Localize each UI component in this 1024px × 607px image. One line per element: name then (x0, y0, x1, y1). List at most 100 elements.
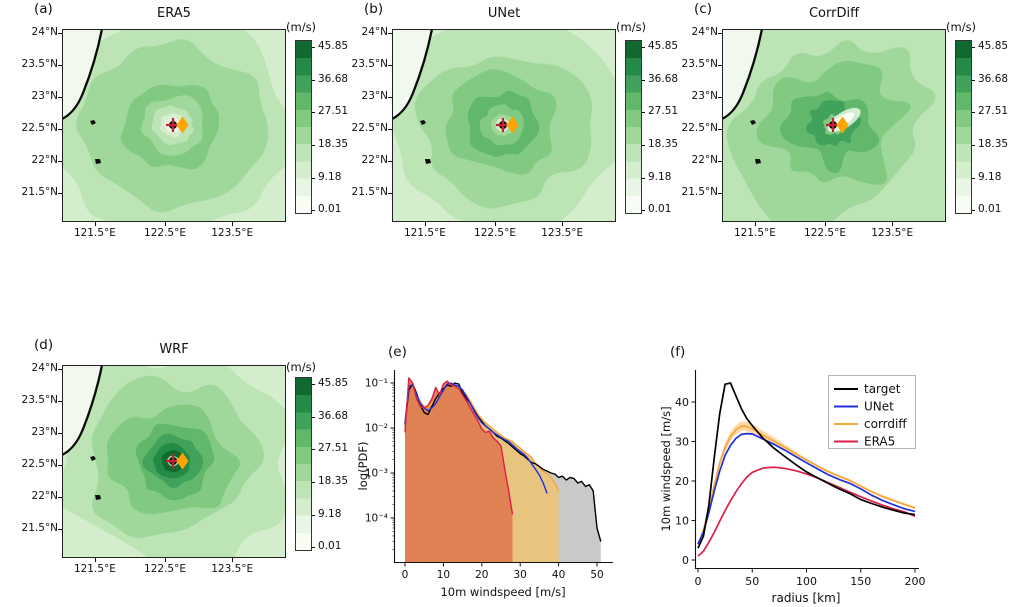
y-tick-label: 30 (675, 436, 689, 449)
colorbar-tick-label: 45.85 (978, 39, 1009, 52)
colorbar-tick-label: 27.51 (978, 105, 1009, 118)
map-frame (392, 29, 616, 222)
lat-tick-mark (718, 161, 722, 162)
era5-pdf-fill (405, 377, 513, 562)
lat-tick-label: 22.5°N (681, 121, 718, 134)
lat-tick-label: 22.5°N (21, 121, 58, 134)
lat-tick-label: 23.5°N (351, 57, 388, 70)
colorbar-tick-label: 45.85 (648, 39, 679, 52)
colorbar-tick-mark (972, 79, 975, 81)
unet-pdf-line (404, 382, 548, 494)
x-tick-label: 10 (437, 569, 450, 581)
lon-tick-mark (892, 222, 894, 226)
land-area (62, 365, 102, 455)
map-frame (722, 29, 946, 222)
colorbar (955, 40, 972, 214)
estimated-center-diamond (506, 116, 519, 134)
colorbar-tick-label: 0.01 (648, 203, 672, 216)
y-axis-label: log(PDF) (356, 442, 370, 491)
x-tick-label: 150 (850, 575, 871, 588)
panel-label-c: (c) (694, 1, 712, 17)
colorbar-tick-mark (972, 46, 975, 48)
lat-tick-mark (718, 128, 722, 130)
windspeed-pdf-chart: 10⁻¹ 10⁻² 10⁻³ 10⁻⁴ 0 10 20 30 40 50 10m windspeed… (356, 370, 613, 599)
colorbar-tick-mark (312, 547, 315, 549)
colorbar-tick-mark (312, 383, 315, 385)
lat-tick-mark (58, 464, 62, 466)
colorbar-tick-mark (312, 449, 315, 451)
colorbar-tick-label: 36.68 (648, 72, 679, 85)
lon-tick-label: 123.5°E (871, 227, 914, 239)
lon-tick-mark (94, 558, 96, 562)
land-area (722, 29, 762, 119)
lon-tick-label: 121.5°E (73, 563, 116, 575)
x-axis-label: radius [km] (772, 591, 841, 605)
panel-label-d: (d) (34, 337, 54, 353)
colorbar-tick-label: 36.68 (318, 72, 349, 85)
lon-tick-label: 122.5°E (144, 227, 186, 239)
x-tick-label: 0 (695, 575, 702, 588)
estimated-center-diamond (836, 116, 849, 134)
estimated-center-diamond (176, 116, 189, 134)
lat-tick-mark (58, 193, 62, 195)
y-tick-label: 10⁻² (365, 423, 388, 435)
island (95, 495, 101, 500)
x-tick-label: 20 (475, 569, 488, 581)
y-tick-label: 10⁻⁴ (365, 513, 388, 525)
target-pdf-line (404, 382, 602, 542)
lat-tick-label: 23.5°N (21, 393, 58, 406)
lon-tick-label: 122.5°E (804, 227, 846, 239)
panel-title-unet: UNet (487, 6, 521, 21)
colorbar-tick-mark (312, 46, 315, 48)
lat-tick-label: 21.5°N (351, 186, 388, 199)
lat-tick-mark (58, 33, 62, 35)
colorbar-tick-mark (642, 210, 645, 212)
colorbar-tick-label: 27.51 (648, 105, 679, 118)
legend-label-unet: UNet (864, 400, 894, 414)
axes-spines (393, 370, 613, 564)
map-frame (62, 365, 286, 558)
x-tick-label: 0 (402, 569, 409, 581)
colorbar (295, 377, 312, 551)
colorbar-unit-label: (m/s) (616, 20, 647, 34)
colorbar (295, 40, 312, 214)
lat-tick-label: 23.5°N (681, 57, 718, 70)
lat-tick-label: 21.5°N (681, 186, 718, 199)
lat-tick-mark (388, 161, 392, 162)
colorbar-tick-mark (642, 177, 645, 179)
panel-label-e: (e) (388, 344, 407, 360)
legend-label-era5: ERA5 (864, 435, 895, 449)
legend: target UNet corrdiff ERA5 (828, 375, 916, 449)
colorbar-tick-label: 18.35 (978, 137, 1009, 150)
panel-label-a: (a) (34, 1, 53, 17)
colorbar-tick-label: 45.85 (318, 376, 349, 389)
lat-tick-label: 22.5°N (21, 457, 58, 470)
colorbar-tick-label: 27.51 (318, 442, 349, 455)
colorbar-tick-label: 0.01 (318, 203, 342, 216)
wind-field-map-corrdiff (722, 29, 946, 222)
lat-tick-label: 22°N (31, 490, 58, 502)
lat-tick-label: 22.5°N (351, 121, 388, 134)
colorbar-tick-label: 9.18 (318, 507, 342, 520)
wind-field-map-era5 (62, 29, 286, 222)
lon-tick-mark (424, 222, 426, 226)
island (755, 159, 761, 164)
colorbar-tick-label: 9.18 (648, 170, 672, 183)
lat-tick-mark (58, 96, 62, 98)
colorbar-tick-label: 9.18 (318, 170, 342, 183)
corrdiff-profile-line (697, 425, 916, 545)
colorbar-tick-mark (312, 210, 315, 212)
x-axis-label: 10m windspeed [m/s] (440, 585, 565, 599)
panel-title-era5: ERA5 (157, 6, 191, 21)
island (90, 456, 96, 461)
y-tick-label: 40 (675, 396, 689, 409)
lat-tick-mark (718, 96, 722, 98)
x-tick-label: 200 (905, 575, 926, 588)
lat-tick-mark (58, 369, 62, 371)
colorbar (625, 40, 642, 214)
panel-title-wrf: WRF (159, 342, 189, 357)
panel-label-f: (f) (670, 344, 686, 360)
panel-era5-map: (a) ERA5 (m/s) 24°N 23.5°N 23°N 22.5°N 22°N 2… (6, 0, 349, 280)
lon-tick-label: 121.5°E (733, 227, 776, 239)
x-tick-label: 50 (590, 569, 603, 581)
